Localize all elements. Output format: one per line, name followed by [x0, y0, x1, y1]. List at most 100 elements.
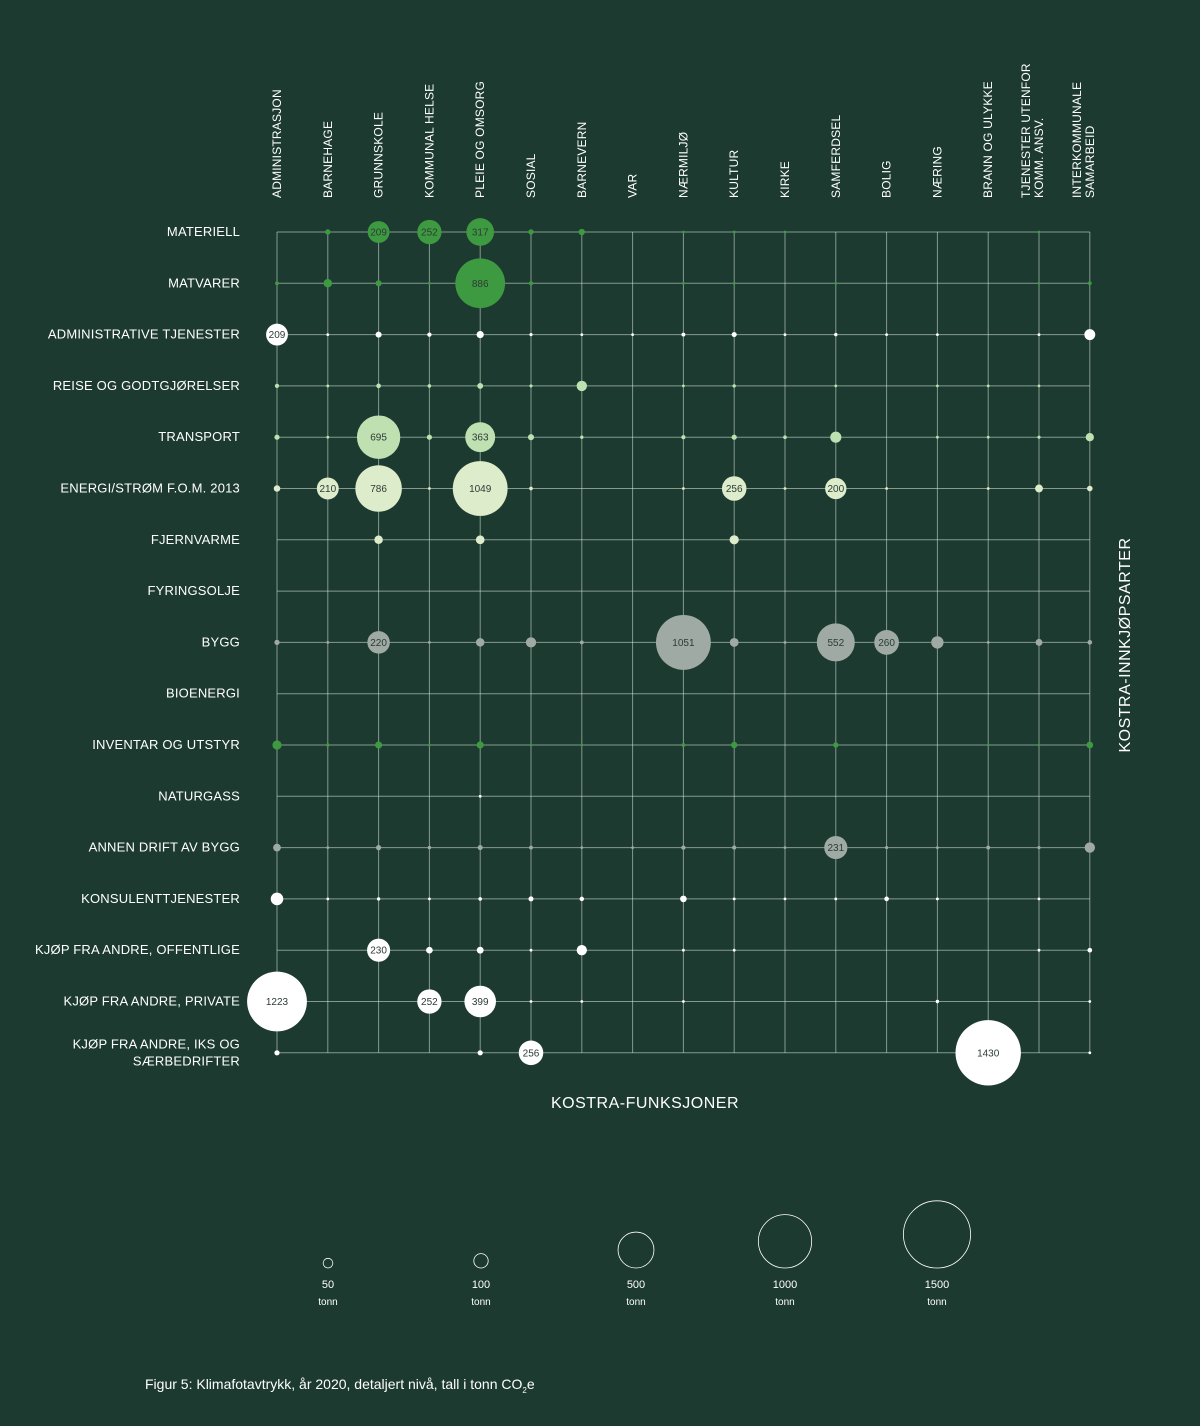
bubble: [783, 487, 787, 490]
bubble: [326, 641, 330, 644]
bubble: [529, 948, 533, 952]
bubble: [375, 741, 383, 749]
bubble: [783, 435, 787, 440]
bubble: [465, 422, 496, 453]
bubble-value-label: 786: [370, 484, 387, 495]
column-labels: ADMINISTRASJON BARNEHAGE GRUNNSKOLE KOMMUNA…: [270, 63, 1097, 198]
column-label: VAR: [626, 173, 640, 198]
bubble: [681, 845, 686, 850]
bubble: [273, 843, 281, 852]
row-label: KJØP FRA ANDRE, IKS OG SÆRBEDRIFTER: [73, 1036, 240, 1068]
bubble: [885, 487, 888, 490]
bubble: [729, 535, 739, 545]
bubble-value-label: 1223: [266, 997, 289, 1008]
bubble: [576, 380, 588, 392]
bubble-value-label: 695: [370, 433, 387, 444]
bubble: [326, 897, 330, 901]
bubble: [476, 946, 484, 954]
bubble: [580, 1000, 584, 1003]
bubble: [417, 989, 442, 1014]
bubble: [682, 487, 685, 490]
column-label: BOLIG: [880, 160, 894, 198]
bubble: [477, 382, 484, 389]
bubble: [326, 333, 330, 336]
row-label: REISE OG GODTGJØRELSER: [53, 378, 240, 393]
bubble: [729, 637, 739, 647]
bubble: [936, 846, 939, 849]
bubble-value-label: 210: [319, 484, 336, 495]
bubble: [682, 230, 685, 234]
bubble: [731, 434, 737, 440]
bubble-value-label: 886: [472, 279, 489, 290]
bubble-value-label: 231: [827, 843, 844, 854]
bubble-value-label: 230: [370, 946, 387, 957]
bubble: [935, 897, 939, 901]
row-label: KJØP FRA ANDRE, PRIVATE: [63, 994, 240, 1009]
bubble: [367, 938, 391, 962]
bubble: [783, 846, 787, 849]
bubble: [427, 384, 432, 388]
bubble: [518, 1040, 544, 1066]
bubble: [1087, 281, 1092, 286]
bubble: [830, 431, 842, 443]
legend-value-label: 1500: [925, 1279, 949, 1291]
bubble: [476, 741, 484, 749]
bubble: [1037, 230, 1041, 234]
bubble: [1088, 1051, 1092, 1055]
bubble: [326, 384, 330, 388]
bubble: [834, 281, 838, 285]
x-axis-title: KOSTRA-FUNKSJONER: [551, 1095, 739, 1112]
column-label: GRUNNSKOLE: [372, 112, 386, 198]
legend-value-label: 100: [472, 1279, 490, 1291]
bubble-value-label: 1051: [672, 638, 695, 649]
legend-unit-label: tonn: [775, 1297, 794, 1308]
bubble: [270, 892, 284, 906]
bubble: [631, 846, 634, 849]
bubble: [731, 332, 737, 338]
bubble: [275, 281, 279, 286]
row-label: FJERNVARME: [151, 532, 240, 547]
bubble: [376, 897, 381, 901]
size-legend: 50 tonn 100 tonn 500 tonn 1000 tonn 1500 tonn: [318, 1200, 972, 1308]
column-label: PLEIE OG OMSORG: [473, 81, 487, 198]
bubble: [732, 384, 736, 388]
bubble: [1037, 435, 1041, 439]
bubble: [885, 333, 888, 336]
bubble: [326, 435, 330, 439]
bubble-value-label: 209: [269, 330, 286, 341]
bubble-value-label: 252: [421, 997, 438, 1008]
bubble: [682, 281, 685, 285]
bubble: [721, 476, 747, 501]
bubble: [475, 535, 485, 545]
bubble: [274, 434, 280, 440]
bubble: [1037, 384, 1041, 388]
bubble: [529, 1000, 533, 1003]
bubble: [1035, 484, 1043, 493]
bubble: [325, 229, 331, 235]
bubble: [816, 623, 855, 662]
column-label: SAMFERDSEL: [829, 115, 843, 198]
bubble: [931, 636, 944, 649]
bubble: [986, 845, 991, 850]
column-label: KOMMUNAL HELSE: [422, 84, 436, 198]
bubble: [374, 535, 383, 545]
bubble: [1037, 281, 1041, 285]
bubble: [986, 384, 990, 388]
bubble: [936, 384, 939, 388]
bubble: [783, 897, 787, 901]
bubble: [273, 485, 281, 492]
bubble-value-label: 1049: [469, 484, 492, 495]
bubble: [356, 415, 401, 459]
bubble-value-label: 317: [472, 228, 489, 239]
bubble: [426, 946, 433, 954]
bubble: [528, 896, 534, 902]
bubble: [986, 743, 990, 747]
bubble: [427, 845, 432, 850]
bubble: [528, 281, 534, 286]
row-label: ANNEN DRIFT AV BYGG: [89, 840, 240, 855]
bubble: [247, 971, 307, 1032]
row-label: KONSULENTTJENESTER: [81, 891, 240, 906]
bubble: [529, 845, 533, 850]
bubble-value-label: 209: [370, 228, 387, 239]
